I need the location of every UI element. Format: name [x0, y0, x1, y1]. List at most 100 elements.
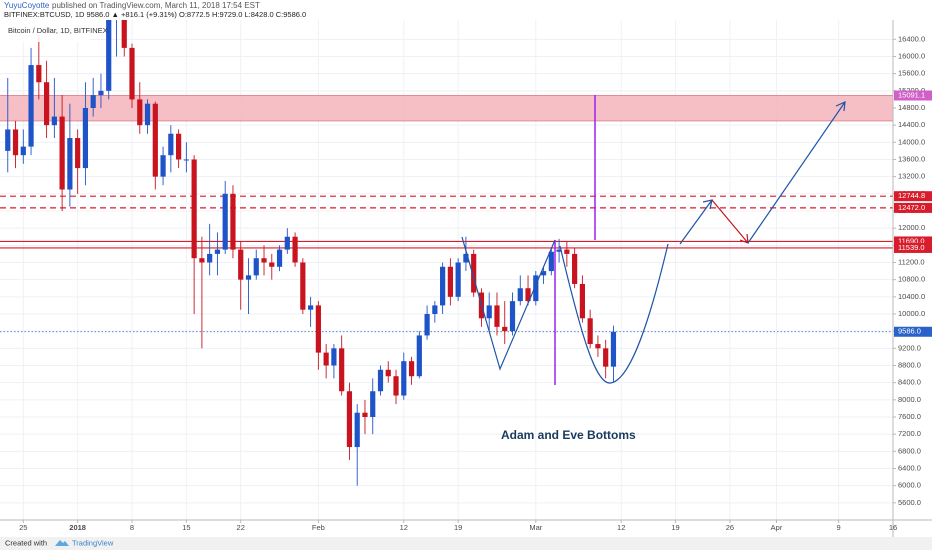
candle-body [424, 313, 430, 336]
candle-body [284, 236, 290, 250]
candle-body [75, 138, 81, 169]
candle-body [377, 369, 384, 392]
eve-curve [559, 243, 669, 384]
candle-body [339, 348, 345, 392]
candle-body [28, 65, 34, 147]
x-tick-label: 2018 [69, 523, 86, 532]
footer-bar [0, 537, 932, 550]
candle-body [5, 129, 11, 151]
x-tick-label: 15 [182, 523, 190, 532]
candle-body [346, 391, 353, 448]
price-label-bg [894, 326, 932, 337]
candle-body [98, 90, 104, 96]
logo [55, 540, 69, 546]
price-label-bg [894, 242, 932, 253]
candle-body [455, 262, 461, 297]
candle-body [261, 258, 267, 263]
price-label: 11690.0 [898, 236, 925, 245]
y-tick-label: 6800.0 [898, 446, 921, 455]
candle-body [323, 352, 329, 366]
arrow-down [711, 199, 749, 244]
candle-body [540, 271, 547, 276]
footer-brand: TradingView [72, 538, 114, 547]
candle-body [269, 262, 275, 267]
drawings [461, 95, 846, 385]
x-tick-label: Apr [771, 523, 783, 532]
candle-body [509, 301, 516, 332]
adam-v [461, 236, 556, 371]
candle-body [183, 159, 189, 161]
candle-body [331, 348, 337, 366]
y-tick-label: 8400.0 [898, 378, 921, 387]
x-tick-label: 16 [889, 523, 897, 532]
candle-body [533, 275, 539, 302]
candle-body [447, 266, 453, 297]
y-tick-label: 13600.0 [898, 154, 925, 163]
candle-body [20, 146, 26, 156]
x-tick-label: 8 [130, 523, 134, 532]
candle-body [494, 305, 500, 327]
candle-body [564, 249, 570, 254]
candle-body [362, 412, 368, 417]
price-label: 15091.1 [898, 90, 925, 99]
title-bg [0, 20, 90, 42]
x-tick-label: 19 [454, 523, 462, 532]
candle-body [176, 133, 182, 160]
candle-body [214, 249, 221, 254]
x-tick-label: Mar [529, 523, 542, 532]
candle-body [137, 99, 143, 126]
price-label: 12472.0 [898, 203, 925, 212]
candle-body [238, 249, 244, 280]
candle-body [354, 412, 360, 448]
candle-body [548, 251, 554, 272]
candle-body [106, 20, 112, 91]
candle-body [587, 318, 593, 345]
candle-body [393, 376, 399, 396]
candle-body [292, 236, 298, 263]
y-tick-label: 6400.0 [898, 463, 921, 472]
candle-body [556, 249, 562, 252]
y-tick-label: 16400.0 [898, 34, 925, 43]
y-tick-label: 10800.0 [898, 275, 925, 284]
price-label: 12744.8 [898, 191, 925, 200]
candle-body [43, 82, 50, 126]
candle-body [300, 262, 306, 310]
candle-body [121, 20, 127, 48]
candle-body [603, 348, 609, 367]
y-tick-label: 8800.0 [898, 360, 921, 369]
x-tick-label: 25 [19, 523, 27, 532]
candle-body [401, 361, 407, 396]
y-tick-label: 13200.0 [898, 172, 925, 181]
candle-body [595, 344, 601, 349]
x-tick-label: 19 [671, 523, 679, 532]
candle-body [253, 258, 259, 276]
chart-title: Bitcoin / Dollar, 1D, BITFINEX [8, 26, 108, 35]
y-tick-label: 15600.0 [898, 69, 925, 78]
arrow-head [835, 101, 846, 112]
candle-body [440, 266, 446, 306]
y-tick-label: 5600.0 [898, 498, 921, 507]
x-tick-label: 9 [837, 523, 841, 532]
annotation: Adam and Eve Bottoms [501, 428, 636, 442]
candle-body [502, 326, 508, 332]
candle-body [82, 107, 89, 169]
y-tick-label: 14800.0 [898, 103, 925, 112]
candle-body [191, 159, 197, 259]
candle-body [230, 193, 236, 250]
x-tick-label: 26 [726, 523, 734, 532]
candle-body [416, 335, 422, 377]
candle-body [486, 305, 492, 319]
price-label: 11539.0 [898, 243, 925, 252]
grid [0, 20, 894, 520]
y-tick-label: 8000.0 [898, 395, 921, 404]
candle-body [315, 305, 321, 353]
candle-body [152, 103, 158, 177]
x-tick-label: Feb [312, 523, 325, 532]
candle-body [207, 253, 213, 263]
candle-body [222, 193, 228, 250]
candle-body [67, 138, 73, 190]
candle-body [471, 253, 477, 293]
candle-body [129, 47, 135, 100]
author: YuyuCoyotte [4, 1, 50, 10]
